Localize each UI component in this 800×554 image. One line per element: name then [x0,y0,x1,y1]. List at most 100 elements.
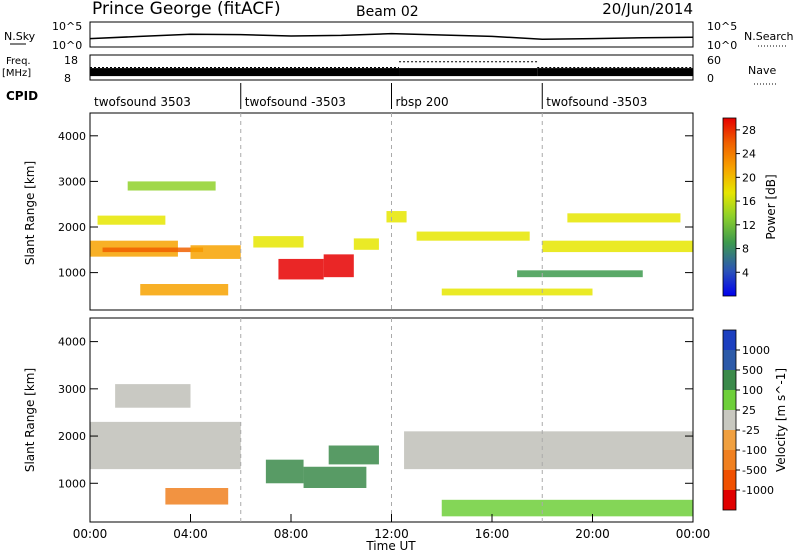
velocity-colorbar-tick-label: -500 [742,464,767,477]
freq-segment [90,68,400,77]
power-colorbar-tick-label: 16 [742,195,756,208]
time-tick-label: 12:00 [374,527,409,541]
power-heatmap [90,181,693,296]
velocity-colorbar-tick-label: -1000 [742,484,774,497]
time-tick-label: 00:00 [676,527,711,541]
velocity-colorbar-swatch [723,390,736,410]
velocity-colorbar-label: Velocity [m s^-1] [774,368,788,472]
cpid-segment-label: twofsound -3503 [546,95,647,109]
scatter-band [416,231,530,241]
cpid-segment-label: twofsound -3503 [245,95,346,109]
noise-tick-right-top: 10^5 [707,20,737,33]
scatter-band [353,238,379,250]
scatter-band [567,213,681,223]
scatter-band [386,211,407,223]
time-axis: 00:00 04:00 08:00 12:00 16:00 20:00 00:00 [73,514,711,541]
noise-tick-left-bottom: 10^0 [52,39,82,52]
range-tick-label: 2000 [58,221,86,234]
range-tick-label: 1000 [58,477,86,490]
velocity-y-axis: 1000 2000 3000 4000 [58,318,693,522]
range-tick-label: 4000 [58,130,86,143]
cpid-label: CPID [6,89,38,103]
range-tick-label: 4000 [58,336,86,349]
noise-line [89,32,694,40]
velocity-colorbar-swatch [723,490,736,510]
scatter-band [441,288,593,296]
velocity-colorbar-tick-label: 25 [742,404,756,417]
station-title: Prince George (fitACF) [92,0,281,19]
power-colorbar-tick-label: 24 [742,148,756,161]
scatter-band [190,245,241,259]
cpid-segments: twofsound 3503 twofsound -3503 rbsp 200 two… [94,83,647,109]
scatter-band [323,254,354,278]
velocity-colorbar-swatch [723,370,736,390]
freq-tick-left-top: 18 [64,54,78,67]
power-colorbar-tick-label: 20 [742,171,756,184]
scatter-band [127,181,216,191]
freq-segment [399,68,538,77]
velocity-colorbar-tick-label: 100 [742,384,763,397]
velocity-y-axis-label: Slant Range [km] [23,368,37,472]
noise-series [89,32,694,40]
velocity-colorbar-tick-label: 500 [742,364,763,377]
power-y-axis: 1000 2000 3000 4000 [58,113,693,310]
time-tick-label: 20:00 [575,527,610,541]
power-colorbar-tick-label: 12 [742,219,756,232]
date-label: 20/Jun/2014 [602,0,693,18]
scatter-band [404,431,693,470]
scatter-band [303,466,367,488]
range-tick-label: 3000 [58,383,86,396]
freq-series [90,61,693,77]
scatter-band [140,284,229,296]
freq-tick-right-bottom: 0 [707,72,714,85]
noise-left-label: N.Sky [4,30,36,43]
scatter-band [542,240,693,253]
velocity-colorbar [722,329,737,511]
velocity-colorbar-swatch [723,350,736,370]
scatter-band [265,459,304,484]
freq-left-label-top: Freq. [6,56,31,67]
time-tick-label: 04:00 [173,527,208,541]
scatter-band [115,384,191,408]
scatter-band [165,488,229,505]
time-tick-label: 16:00 [475,527,510,541]
scatter-band [278,258,324,280]
power-colorbar [722,117,737,297]
scatter-band [90,421,241,470]
scatter-band [97,215,166,225]
time-tick-label: 08:00 [274,527,309,541]
velocity-colorbar-swatch [723,470,736,490]
nave-label: Nave [748,64,776,77]
freq-segment [537,68,693,77]
velocity-colorbar-tick-label: 1000 [742,344,770,357]
freq-tick-right-top: 60 [707,54,721,67]
freq-left-label-bottom: [MHz] [2,68,31,79]
range-tick-label: 2000 [58,430,86,443]
range-tick-label: 3000 [58,175,86,188]
power-colorbar-tick-label: 4 [742,266,749,279]
power-colorbar-tick-label: 8 [742,243,749,256]
velocity-colorbar-tick-label: -25 [742,424,760,437]
beam-label: Beam 02 [356,4,419,20]
velocity-heatmap [90,384,693,517]
scatter-band [102,247,204,253]
scatter-band [441,499,693,517]
velocity-colorbar-swatch [723,410,736,430]
cpid-segment-label: rbsp 200 [396,95,449,109]
power-colorbar-tick-label: 28 [742,124,756,137]
velocity-colorbar-swatch [723,430,736,450]
time-tick-label: 00:00 [73,527,108,541]
noise-tick-left-top: 10^5 [52,20,82,33]
power-y-axis-label: Slant Range [km] [23,161,37,265]
velocity-colorbar-ticks: 1000 500 100 25 -25 -100 -500 -1000 [736,344,774,497]
noise-right-label: N.Search [744,30,794,43]
time-axis-label: Time UT [365,539,416,553]
scatter-band [517,270,643,278]
velocity-colorbar-tick-label: -100 [742,444,767,457]
noise-panel-frame [89,21,694,48]
scatter-band [253,236,304,248]
freq-tick-left-bottom: 8 [64,72,71,85]
power-colorbar-ticks: 4 8 12 16 20 24 28 [736,124,756,279]
power-colorbar-label: Power [dB] [764,174,778,239]
